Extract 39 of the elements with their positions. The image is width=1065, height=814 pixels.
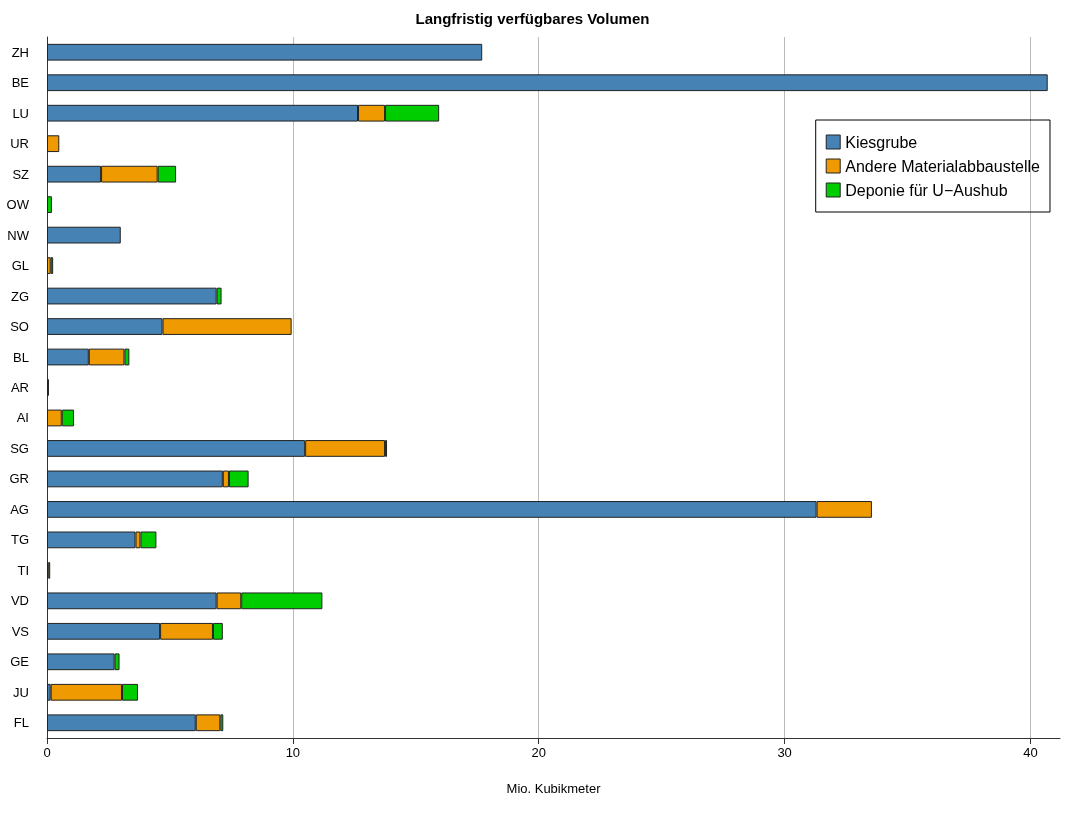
x-tick-label: 10 (285, 745, 301, 760)
y-tick-label: SZ (12, 166, 30, 182)
x-tick-label: 30 (777, 745, 792, 760)
bar (47, 226, 121, 244)
y-tick-label: SO (10, 319, 29, 335)
y-tick-label: GL (11, 258, 29, 274)
y-tick-label: GE (10, 654, 30, 670)
legend-label: Deponie für U−Aushub (845, 181, 1008, 199)
y-tick-label: ZH (11, 44, 29, 60)
legend-label: Andere Materialabbaustelle (845, 157, 1041, 175)
y-tick-label: OW (6, 197, 30, 213)
bar (47, 135, 60, 153)
y-tick-label: AG (10, 501, 29, 517)
y-tick-label: TG (10, 532, 29, 548)
y-tick-label: VD (10, 593, 29, 609)
bar (47, 196, 52, 214)
y-tick-label: SG (10, 440, 29, 456)
chart-title: Langfristig verfügbares Volumen (415, 10, 650, 27)
x-axis-title: Mio. Kubikmeter (506, 781, 602, 796)
y-tick-label: NW (7, 227, 30, 243)
y-tick-label: LU (12, 105, 29, 121)
y-tick-label: GR (9, 471, 29, 487)
y-tick-label: BL (13, 349, 29, 365)
x-tick-label: 0 (43, 745, 51, 760)
y-tick-label: AR (10, 380, 29, 395)
y-tick-label: BE (11, 75, 30, 91)
y-tick-label: ZG (10, 288, 29, 304)
bar (47, 43, 483, 61)
legend-label: Kiesgrube (845, 133, 918, 151)
x-tick-label: 40 (1023, 745, 1038, 760)
y-tick-label: TI (17, 562, 29, 578)
bar (47, 74, 1048, 92)
y-tick-label: JU (13, 684, 29, 700)
bar (47, 531, 136, 549)
y-tick-label: AI (16, 410, 29, 426)
x-tick-label: 20 (531, 745, 546, 760)
y-tick-label: FL (13, 715, 29, 731)
y-tick-label: UR (10, 136, 29, 152)
y-tick-label: VS (11, 623, 30, 639)
